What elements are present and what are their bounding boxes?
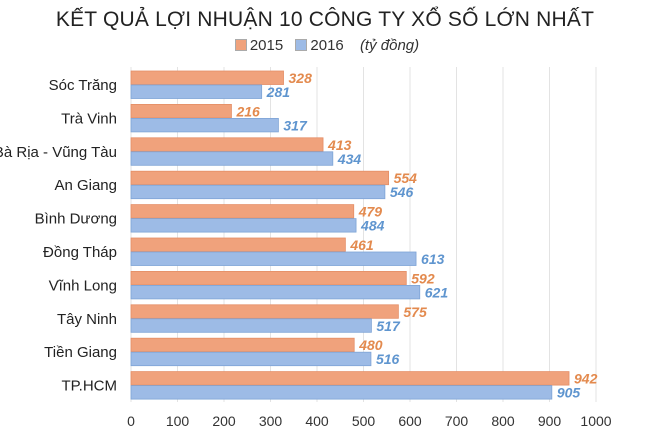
data-label-2015: 479 bbox=[358, 204, 383, 220]
category-label: Tiền Giang bbox=[44, 344, 117, 361]
legend-label: 2016 bbox=[310, 37, 344, 54]
bar-2016 bbox=[130, 218, 357, 233]
x-tick-label: 800 bbox=[491, 413, 515, 429]
bar-2016 bbox=[130, 385, 553, 400]
x-tick-label: 100 bbox=[166, 413, 190, 429]
data-label-2016: 517 bbox=[376, 318, 401, 334]
bar-2015 bbox=[130, 204, 355, 219]
data-label-2016: 905 bbox=[557, 385, 581, 401]
unit-label: (tỷ đồng) bbox=[359, 37, 420, 54]
category-label: Đồng Tháp bbox=[43, 244, 117, 261]
category-label: TP.HCM bbox=[61, 378, 117, 395]
bar-2015 bbox=[130, 70, 284, 85]
data-label-2016: 546 bbox=[390, 184, 414, 200]
bar-2015 bbox=[130, 104, 232, 119]
category-label: Tây Ninh bbox=[57, 311, 117, 328]
bar-2016 bbox=[130, 318, 372, 333]
data-label-2015: 413 bbox=[327, 137, 352, 153]
data-label-2015: 216 bbox=[235, 103, 260, 119]
data-label-2016: 621 bbox=[425, 284, 449, 300]
data-label-2015: 592 bbox=[411, 270, 435, 286]
bar-2015 bbox=[130, 304, 399, 319]
legend-item-2015: 2015 bbox=[234, 37, 284, 54]
bar-2016 bbox=[130, 118, 279, 133]
chart-title: KẾT QUẢ LỢI NHUẬN 10 CÔNG TY XỔ SỐ LỚN N… bbox=[55, 8, 595, 31]
category-label: An Giang bbox=[54, 177, 117, 194]
category-label: Sóc Trăng bbox=[49, 77, 117, 94]
bar-2016 bbox=[130, 151, 334, 166]
bar-2016 bbox=[130, 284, 421, 300]
legend-item-2016: 2016 bbox=[295, 37, 344, 54]
x-tick-label: 200 bbox=[212, 413, 236, 429]
bar-2016 bbox=[130, 84, 263, 99]
data-label-2015: 942 bbox=[574, 371, 598, 387]
data-label-2016: 516 bbox=[376, 351, 400, 367]
x-tick-label: 1000 bbox=[580, 413, 611, 429]
x-tick-label: 300 bbox=[259, 413, 283, 429]
x-tick-label: 0 bbox=[127, 413, 135, 429]
bar-2015 bbox=[130, 137, 324, 152]
bar-2016 bbox=[130, 351, 372, 367]
data-label-2015: 554 bbox=[394, 170, 418, 186]
legend-swatch-2016 bbox=[295, 39, 308, 51]
data-label-2015: 328 bbox=[289, 70, 313, 86]
bar-2016 bbox=[130, 251, 417, 266]
bar-2015 bbox=[130, 337, 355, 353]
data-label-2015: 480 bbox=[358, 337, 383, 353]
legend: 2015 2016 (tỷ đồng) bbox=[0, 37, 650, 54]
data-label-2015: 461 bbox=[349, 237, 374, 253]
legend-label: 2015 bbox=[249, 37, 284, 54]
data-label-2016: 613 bbox=[421, 251, 445, 267]
data-label-2016: 317 bbox=[283, 117, 308, 133]
category-label: Vĩnh Long bbox=[49, 277, 117, 294]
x-tick-label: 500 bbox=[352, 413, 376, 429]
data-label-2016: 484 bbox=[360, 218, 385, 234]
bar-2016 bbox=[130, 184, 386, 200]
data-label-2016: 281 bbox=[266, 84, 291, 100]
category-label: Bà Rịa - Vũng Tàu bbox=[0, 144, 117, 161]
bar-2015 bbox=[130, 237, 346, 252]
bar-2015 bbox=[130, 371, 570, 386]
legend-swatch-2015 bbox=[234, 39, 247, 51]
data-label-2015: 575 bbox=[403, 304, 427, 320]
bar-2015 bbox=[130, 170, 390, 186]
x-tick-label: 400 bbox=[305, 413, 329, 429]
data-label-2016: 434 bbox=[337, 151, 362, 167]
category-label: Bình Dương bbox=[35, 211, 117, 228]
bar-2015 bbox=[130, 270, 407, 286]
x-tick-label: 600 bbox=[398, 413, 422, 429]
category-label: Trà Vinh bbox=[61, 110, 117, 127]
x-tick-label: 700 bbox=[445, 413, 469, 429]
x-tick-label: 900 bbox=[538, 413, 562, 429]
